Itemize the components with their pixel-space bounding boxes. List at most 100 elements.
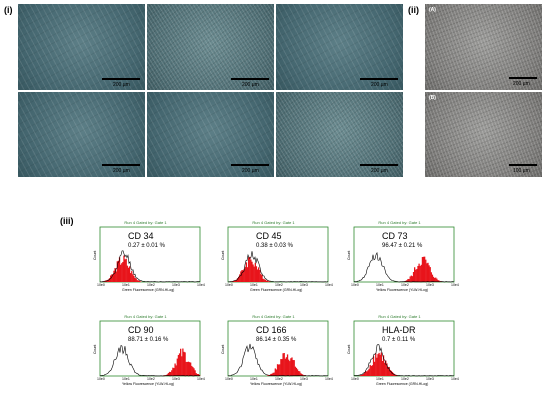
sublabel-a: (A) bbox=[429, 7, 436, 13]
histogram-bar bbox=[123, 255, 125, 282]
histogram-bar bbox=[130, 273, 132, 282]
histogram-bar bbox=[232, 281, 234, 282]
control-histogram-line bbox=[99, 345, 201, 377]
histogram-bar bbox=[428, 265, 430, 282]
control-histogram-line bbox=[353, 344, 455, 377]
histogram-bar bbox=[420, 264, 422, 282]
histogram-bar bbox=[264, 279, 266, 282]
scale-bar-label: 200 µm bbox=[113, 82, 130, 88]
micrograph: 200 µm bbox=[147, 4, 274, 90]
histogram-bar bbox=[415, 269, 417, 282]
histogram-bar bbox=[269, 281, 271, 282]
histogram-bars bbox=[404, 256, 442, 282]
x-tick-label: 10e3 bbox=[426, 377, 434, 381]
flow-histogram: Run 4 Gated by: Gate 1 CD 34 0.27 ± 0.01 %… bbox=[88, 220, 205, 295]
histogram-bar bbox=[191, 365, 193, 376]
scale-bar-label: 200 µm bbox=[113, 168, 130, 174]
histogram-bar bbox=[256, 269, 259, 282]
x-tick-label: 10e1 bbox=[122, 377, 130, 381]
histogram-bar bbox=[276, 364, 279, 376]
histogram-bar bbox=[295, 367, 298, 376]
positive-percentage: 0.7 ± 0.11 % bbox=[382, 337, 416, 343]
histogram-bar bbox=[418, 263, 420, 282]
scale-bar bbox=[231, 78, 269, 80]
histogram-bar bbox=[279, 364, 281, 376]
flow-histogram: Run 4 Gated by: Gate 1 CD 73 96.47 ± 0.21 … bbox=[342, 220, 459, 295]
micrograph: 200 µm bbox=[276, 92, 403, 177]
histogram-bar bbox=[410, 275, 412, 282]
histogram-bar bbox=[385, 360, 387, 376]
histogram-bar bbox=[292, 360, 294, 376]
histogram-bar bbox=[245, 262, 248, 282]
histogram-bar bbox=[113, 270, 115, 282]
x-tick-label: 10e2 bbox=[275, 283, 283, 287]
marker-label: HLA-DR bbox=[382, 325, 416, 335]
histogram-bar bbox=[246, 267, 249, 282]
histogram-bar bbox=[128, 266, 131, 282]
histogram-bar bbox=[437, 280, 439, 282]
histogram-bar bbox=[186, 361, 188, 376]
histogram-bar bbox=[136, 280, 138, 282]
x-tick-label: 10e0 bbox=[351, 283, 359, 287]
x-tick-label: 10e0 bbox=[225, 377, 233, 381]
x-tick-label: 10e4 bbox=[325, 283, 333, 287]
histogram-bar bbox=[299, 371, 301, 376]
histogram-bar bbox=[278, 364, 280, 376]
scale-bar bbox=[231, 164, 269, 166]
histogram-bar bbox=[138, 280, 141, 282]
histogram-bar bbox=[260, 274, 262, 282]
histogram-bar bbox=[285, 357, 288, 376]
histogram-bar bbox=[408, 279, 410, 282]
micrograph: 200 µm bbox=[18, 92, 145, 177]
x-tick-label: 10e4 bbox=[197, 377, 205, 381]
scale-bar-label: 200 µm bbox=[371, 168, 388, 174]
histogram-bar bbox=[374, 361, 376, 376]
x-axis-label: Green Fluorescence (GRN-HLog) bbox=[122, 288, 175, 292]
scale-bar bbox=[360, 164, 398, 166]
histogram-bar bbox=[124, 259, 126, 282]
x-axis-label: Green Fluorescence (GRN-HLog) bbox=[250, 288, 303, 292]
histogram-bar bbox=[236, 278, 239, 282]
histogram-bar bbox=[133, 275, 135, 282]
scale-bar bbox=[360, 78, 398, 80]
positive-percentage: 86.14 ± 0.35 % bbox=[256, 337, 297, 343]
histogram-bar bbox=[244, 266, 246, 282]
histogram-bar bbox=[254, 262, 256, 282]
histogram-bar bbox=[407, 278, 409, 282]
histogram-bar bbox=[172, 367, 174, 376]
histogram-bar bbox=[255, 266, 258, 282]
histogram-plot bbox=[99, 320, 201, 377]
flow-histogram: Run 4 Gated by: Gate 1 CD 166 86.14 ± 0.35… bbox=[216, 314, 333, 389]
histogram-bar bbox=[366, 371, 368, 376]
histogram-bar bbox=[365, 371, 367, 376]
histogram-bar bbox=[184, 352, 186, 376]
histogram-bar bbox=[118, 257, 121, 282]
histogram-bar bbox=[259, 269, 261, 282]
flow-histogram: Run 4 Gated by: Gate 1 CD 45 0.38 ± 0.03 %… bbox=[216, 220, 333, 295]
histogram-bar bbox=[238, 276, 240, 282]
y-axis-label: Count bbox=[221, 344, 225, 354]
scale-bar bbox=[509, 77, 537, 79]
x-tick-label: 10e2 bbox=[147, 377, 155, 381]
histogram-bar bbox=[359, 375, 361, 376]
histogram-bar bbox=[377, 354, 379, 376]
scale-bar bbox=[102, 78, 140, 80]
histogram-bar bbox=[134, 277, 136, 282]
histogram-bar bbox=[371, 365, 374, 376]
run-label: Run 4 Gated by: Gate 1 bbox=[124, 220, 167, 225]
histogram-bar bbox=[438, 280, 440, 282]
histogram-bar bbox=[271, 373, 273, 376]
histogram-bar bbox=[187, 361, 190, 376]
histogram-bar bbox=[263, 279, 265, 282]
histogram-bar bbox=[234, 280, 236, 282]
histogram-plot bbox=[227, 226, 329, 283]
histogram-bar bbox=[174, 363, 176, 376]
x-tick-label: 10e2 bbox=[401, 377, 409, 381]
micrograph: 200 µm bbox=[276, 4, 403, 90]
histogram-bar bbox=[286, 354, 289, 376]
x-tick-label: 10e0 bbox=[225, 283, 233, 287]
histogram-bar bbox=[115, 271, 117, 282]
histogram-bar bbox=[275, 369, 278, 376]
histogram-bar bbox=[265, 280, 268, 282]
histogram-bar bbox=[426, 263, 428, 282]
